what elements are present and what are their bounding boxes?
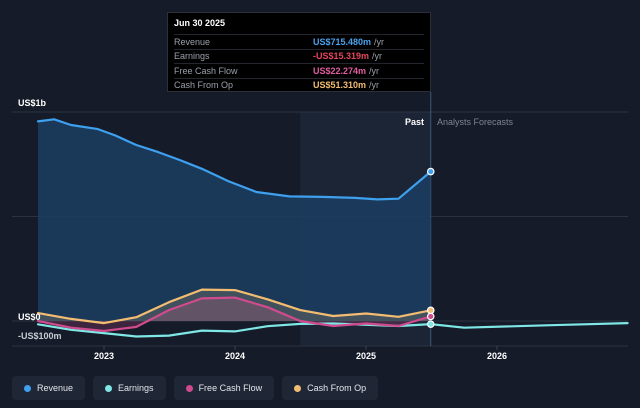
legend-item-earnings[interactable]: Earnings xyxy=(93,376,166,400)
tooltip-label: Earnings xyxy=(174,51,210,62)
tooltip-unit: /yr xyxy=(374,36,385,47)
x-tick-label: 2026 xyxy=(487,351,507,361)
tooltip-date: Jun 30 2025 xyxy=(174,18,226,28)
series-marker-revenue[interactable] xyxy=(426,167,435,176)
tooltip: Jun 30 2025 Revenue US$715.480m /yr Earn… xyxy=(167,12,431,92)
legend-dot-icon xyxy=(294,384,302,392)
tooltip-row-revenue: Revenue US$715.480m /yr xyxy=(174,34,424,49)
x-tick-label: 2025 xyxy=(356,351,376,361)
y-tick-label-zero: US$0 xyxy=(18,312,41,322)
y-tick-label-bottom: -US$100m xyxy=(18,331,62,341)
series-line-revenue xyxy=(36,118,432,201)
tooltip-label: Free Cash Flow xyxy=(174,65,238,76)
x-tick-label: 2024 xyxy=(225,351,245,361)
series-marker-free-cash-flow[interactable] xyxy=(426,312,435,321)
legend-item-free-cash-flow[interactable]: Free Cash Flow xyxy=(173,376,275,400)
tooltip-value: US$22.274m xyxy=(313,65,367,76)
legend-dot-icon xyxy=(24,384,31,392)
series-line-earnings xyxy=(36,322,629,338)
series-marker-earnings[interactable] xyxy=(426,320,435,328)
tooltip-row-earnings: Earnings -US$15.319m /yr xyxy=(174,48,424,64)
tooltip-label: Revenue xyxy=(174,36,211,47)
tooltip-unit: /yr xyxy=(369,80,380,91)
legend-item-revenue[interactable]: Revenue xyxy=(12,376,86,400)
legend-label: Revenue xyxy=(37,383,74,393)
tooltip-value: -US$15.319m xyxy=(313,51,370,62)
series-line-free-cash-flow xyxy=(36,296,432,333)
chart-legend: Revenue Earnings Free Cash Flow Cash Fro… xyxy=(12,376,379,400)
tooltip-row-cash-from-op: Cash From Op US$51.310m /yr xyxy=(174,77,424,93)
series-line-cash-from-op xyxy=(36,288,432,325)
tooltip-value: US$51.310m xyxy=(313,80,367,91)
tooltip-unit: /yr xyxy=(372,51,383,62)
tooltip-label: Cash From Op xyxy=(174,80,234,91)
past-label: Past xyxy=(405,117,424,127)
legend-dot-icon xyxy=(105,384,113,392)
series-area-cash-from-op xyxy=(38,289,431,324)
tooltip-value: US$715.480m xyxy=(313,36,372,47)
chart-canvas: US$1b US$0 -US$100m Past Analysts Foreca… xyxy=(12,92,629,361)
series-marker-cash-from-op[interactable] xyxy=(426,306,435,315)
tooltip-row-free-cash-flow: Free Cash Flow US$22.274m /yr xyxy=(174,63,424,78)
legend-label: Earnings xyxy=(118,383,154,393)
legend-label: Cash From Op xyxy=(307,383,367,393)
x-tick-label: 2023 xyxy=(94,351,114,361)
tooltip-unit: /yr xyxy=(369,65,380,76)
legend-label: Free Cash Flow xyxy=(198,383,263,393)
forecast-label: Analysts Forecasts xyxy=(437,117,514,127)
series-area-revenue xyxy=(38,119,431,321)
legend-dot-icon xyxy=(185,384,193,392)
y-tick-label-top: US$1b xyxy=(18,98,47,108)
legend-item-cash-from-op[interactable]: Cash From Op xyxy=(282,376,379,400)
